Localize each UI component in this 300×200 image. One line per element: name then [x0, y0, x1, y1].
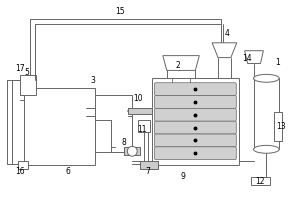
Text: 4: 4 — [224, 29, 230, 38]
FancyBboxPatch shape — [154, 134, 236, 147]
FancyBboxPatch shape — [154, 147, 236, 160]
Bar — [152, 78, 239, 165]
Text: 12: 12 — [256, 177, 265, 186]
Bar — [138, 120, 150, 132]
Polygon shape — [212, 43, 237, 58]
Text: 15: 15 — [116, 7, 125, 16]
Text: 11: 11 — [137, 125, 147, 134]
Bar — [128, 108, 152, 114]
FancyBboxPatch shape — [154, 108, 236, 121]
Bar — [254, 78, 279, 149]
Text: 9: 9 — [180, 172, 185, 181]
Text: 17: 17 — [15, 64, 25, 73]
Bar — [20, 75, 36, 95]
Polygon shape — [163, 56, 199, 70]
Text: 14: 14 — [242, 54, 251, 63]
Bar — [140, 161, 158, 169]
Text: 1: 1 — [275, 58, 280, 67]
Ellipse shape — [254, 74, 279, 82]
Bar — [24, 88, 95, 165]
Bar — [250, 177, 270, 185]
FancyBboxPatch shape — [154, 121, 236, 134]
FancyBboxPatch shape — [154, 83, 236, 96]
Text: 7: 7 — [146, 166, 151, 176]
Text: 3: 3 — [90, 76, 95, 85]
Bar — [124, 147, 140, 155]
Text: 8: 8 — [122, 138, 127, 147]
Text: 10: 10 — [134, 94, 143, 103]
Bar — [274, 112, 282, 141]
Bar — [18, 161, 28, 169]
Text: 6: 6 — [66, 166, 70, 176]
Ellipse shape — [254, 145, 279, 153]
Text: 2: 2 — [175, 61, 180, 70]
Bar — [95, 95, 132, 152]
Text: 16: 16 — [15, 166, 25, 176]
Circle shape — [127, 146, 137, 156]
FancyBboxPatch shape — [154, 96, 236, 108]
Polygon shape — [245, 51, 263, 64]
Text: 13: 13 — [276, 122, 286, 131]
Text: 5: 5 — [24, 68, 29, 77]
